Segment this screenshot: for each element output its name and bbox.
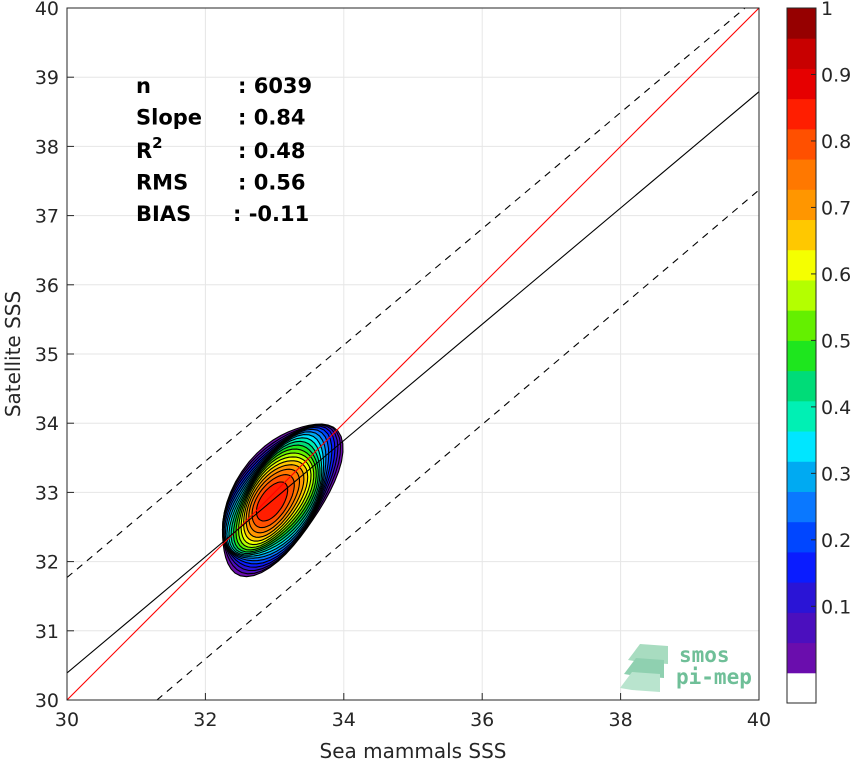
smos-pi-mep-logo: smos pi-mep bbox=[620, 643, 752, 692]
grid bbox=[66, 7, 760, 701]
colorbar-tick-label: 0.8 bbox=[821, 131, 851, 153]
identity-line bbox=[67, 8, 759, 700]
y-tick-label: 40 bbox=[35, 0, 59, 20]
logo-line1: smos bbox=[679, 643, 730, 667]
colorbar-tick-label: 0.1 bbox=[821, 596, 851, 618]
colorbar-segment bbox=[787, 582, 816, 613]
y-axis-ticks: 30 31 32 33 34 35 36 37 38 39 40 bbox=[35, 0, 74, 712]
colorbar-segment bbox=[787, 370, 816, 402]
colorbar-segment bbox=[787, 128, 816, 160]
density-level-19 bbox=[255, 481, 289, 522]
colorbar-tick-label: 0.3 bbox=[821, 463, 851, 485]
stat-value: : 0.48 bbox=[238, 139, 306, 163]
stat-label: Slope bbox=[136, 106, 202, 130]
colorbar-tick-label: 0.5 bbox=[821, 330, 851, 352]
colorbar-tick-label: 0.2 bbox=[821, 530, 851, 552]
colorbar-tick-label: 0.6 bbox=[821, 264, 851, 286]
stat-label: RMS bbox=[136, 171, 188, 195]
y-tick-label: 37 bbox=[35, 206, 59, 228]
colorbar-segment bbox=[787, 340, 816, 372]
y-tick-label: 38 bbox=[35, 136, 59, 158]
stat-label-sup: 2 bbox=[152, 134, 162, 152]
colorbar-segment bbox=[787, 249, 816, 281]
colorbar-tick-label: 0.7 bbox=[821, 197, 851, 219]
stat-value: : 0.84 bbox=[238, 106, 306, 130]
colorbar-segment bbox=[787, 612, 816, 644]
colorbar-segment bbox=[787, 68, 816, 100]
x-axis-label: Sea mammals SSS bbox=[320, 739, 507, 763]
y-tick-label: 32 bbox=[35, 552, 59, 574]
colorbar-segment bbox=[787, 551, 816, 583]
x-tick-label: 32 bbox=[193, 709, 217, 731]
colorbar-segment bbox=[787, 491, 816, 523]
colorbar-segment bbox=[787, 642, 816, 674]
colorbar-segment bbox=[787, 219, 816, 251]
colorbar-segment bbox=[787, 461, 816, 492]
colorbar-segment bbox=[787, 521, 816, 553]
colorbar-segment bbox=[787, 310, 816, 341]
y-tick-label: 36 bbox=[35, 275, 59, 297]
colorbar-segment bbox=[787, 38, 816, 69]
lower-bound-line bbox=[156, 189, 759, 700]
logo-line2: pi-mep bbox=[676, 665, 752, 689]
colorbar-tick-label: 1 bbox=[821, 0, 833, 20]
y-tick-label: 30 bbox=[35, 690, 59, 712]
stat-value: : 6039 bbox=[238, 74, 312, 98]
colorbar-segment bbox=[787, 159, 816, 190]
colorbar-segment bbox=[787, 672, 816, 704]
wave-logo-icon bbox=[620, 644, 668, 692]
colorbar-segment bbox=[787, 400, 816, 432]
x-tick-label: 38 bbox=[609, 709, 633, 731]
colorbar-segment bbox=[787, 279, 816, 311]
y-tick-label: 33 bbox=[35, 482, 59, 504]
colorbar-segment bbox=[787, 189, 816, 221]
stat-value: : 0.56 bbox=[238, 171, 306, 195]
colorbar-segment bbox=[787, 8, 816, 39]
reference-lines bbox=[67, 8, 759, 700]
y-tick-label: 35 bbox=[35, 344, 59, 366]
stat-value: : -0.11 bbox=[233, 202, 309, 226]
regression-line bbox=[67, 91, 759, 674]
x-tick-label: 40 bbox=[747, 709, 771, 731]
colorbar bbox=[786, 7, 817, 704]
y-tick-label: 34 bbox=[35, 413, 59, 435]
colorbar-ticks: 0.1 0.2 0.3 0.4 0.5 0.6 0.7 0.8 0.9 1 bbox=[811, 0, 851, 618]
y-axis-label: Satellite SSS bbox=[1, 291, 25, 417]
x-axis-ticks: 30 32 34 36 38 40 bbox=[55, 693, 771, 731]
y-tick-label: 39 bbox=[35, 67, 59, 89]
colorbar-segment bbox=[787, 98, 816, 130]
stat-label: BIAS bbox=[136, 202, 191, 226]
x-tick-label: 36 bbox=[470, 709, 494, 731]
x-tick-label: 34 bbox=[332, 709, 356, 731]
stat-label: n bbox=[136, 74, 151, 98]
colorbar-tick-label: 0.4 bbox=[821, 397, 851, 419]
colorbar-segment bbox=[787, 431, 816, 462]
x-tick-label: 30 bbox=[55, 709, 79, 731]
y-tick-label: 31 bbox=[35, 621, 59, 643]
colorbar-tick-label: 0.9 bbox=[821, 64, 851, 86]
colorbar-frame bbox=[786, 7, 817, 704]
